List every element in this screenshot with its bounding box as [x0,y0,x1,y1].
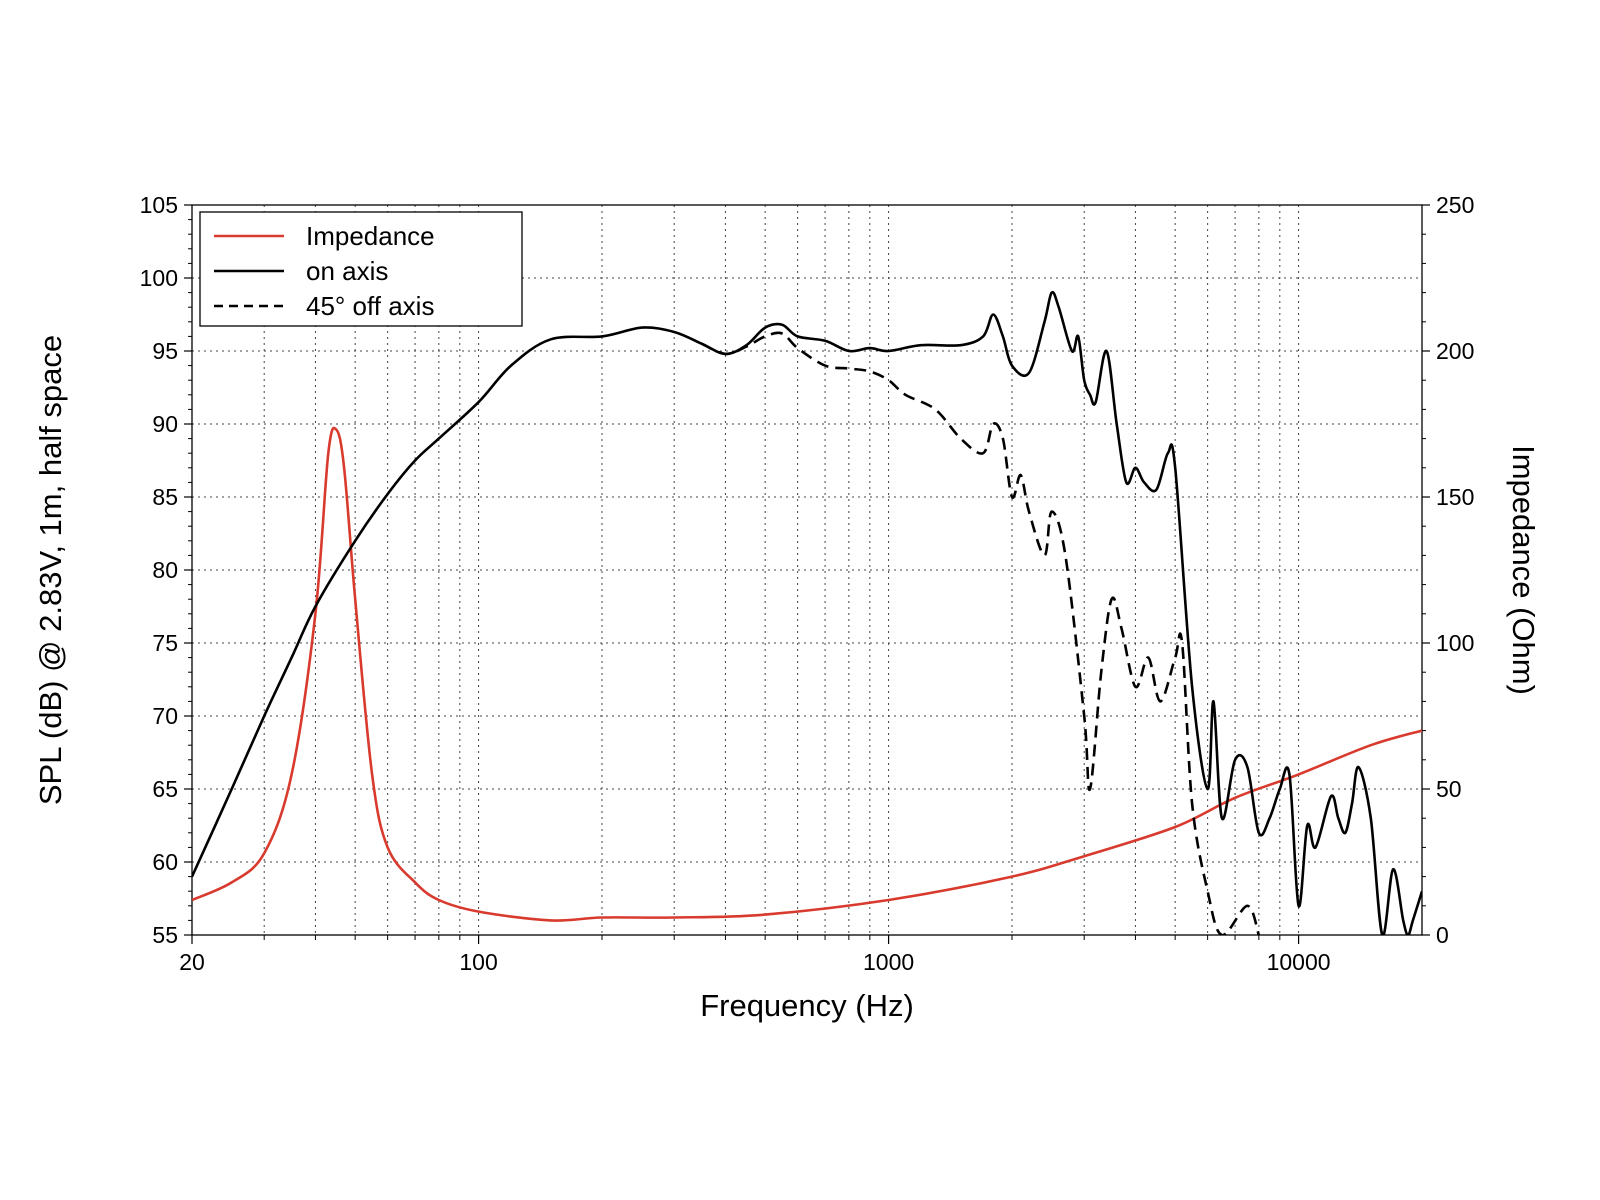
y-tick-label: 60 [152,849,178,875]
series-on-axis-line [192,290,1422,935]
y-tick-label: 100 [140,265,178,291]
y2-tick-label: 200 [1436,338,1474,364]
y-tick-label: 105 [140,192,178,218]
series-layer [192,290,1422,935]
legend-label-on-axis: on axis [306,256,388,286]
y-tick-label: 90 [152,411,178,437]
y2-tick-label: 0 [1436,922,1449,948]
y-tick-label: 80 [152,557,178,583]
y-tick-label: 70 [152,703,178,729]
legend-label-impedance: Impedance [306,221,435,251]
series-off-axis-line [701,331,1261,935]
tick-layer: 55 60 65 70 75 80 85 90 95 100 105 0 50 100 150 200 250 2… [140,192,1475,975]
y2-tick-label: 250 [1436,192,1474,218]
x-tick-label: 1000 [863,949,914,975]
y2-tick-label: 100 [1436,630,1474,656]
y2-tick-label: 50 [1436,776,1462,802]
series-impedance-line [192,426,1422,922]
y-tick-label: 85 [152,484,178,510]
y2-tick-label: 150 [1436,484,1474,510]
x-tick-label: 10000 [1267,949,1331,975]
y-axis-title: SPL (dB) @ 2.83V, 1m, half space [33,335,68,805]
x-tick-label: 20 [179,949,205,975]
y-tick-label: 75 [152,630,178,656]
x-tick-label: 100 [459,949,497,975]
legend-label-off-axis: 45° off axis [306,291,434,321]
y-tick-label: 95 [152,338,178,364]
y-tick-label: 65 [152,776,178,802]
legend: Impedance on axis 45° off axis [199,211,523,327]
legend-box [199,211,523,327]
x-axis-title: Frequency (Hz) [700,988,914,1023]
y2-axis-title: Impedance (Ohm) [1506,445,1541,695]
y-tick-label: 55 [152,922,178,948]
